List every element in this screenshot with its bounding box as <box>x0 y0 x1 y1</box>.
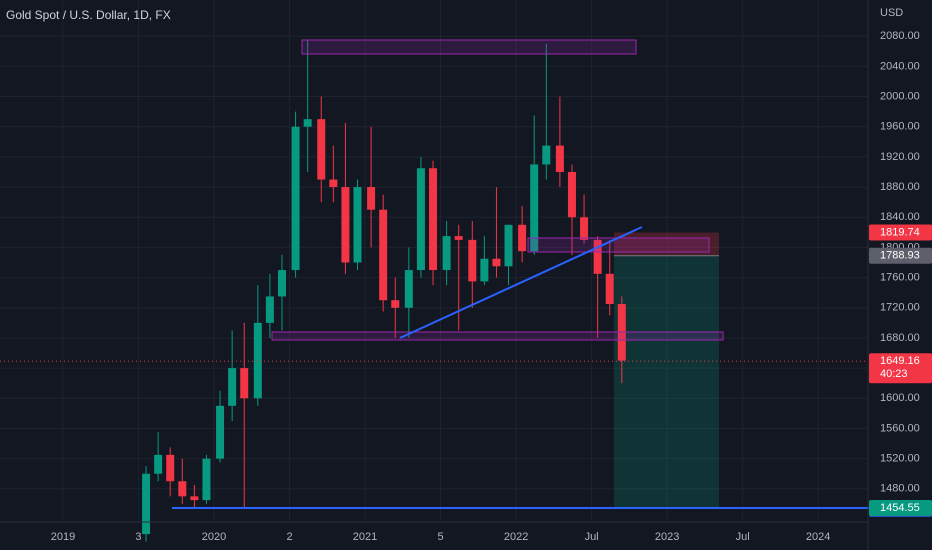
x-tick-label: 3 <box>135 531 141 543</box>
x-tick-label: 2023 <box>655 531 679 543</box>
price-tag-label: 1788.93 <box>880 250 920 262</box>
candle-body <box>277 270 286 297</box>
y-tick-label: 1480.00 <box>880 483 920 495</box>
candle-body <box>142 473 151 535</box>
axes: 1480.001520.001560.001600.001640.001680.… <box>51 30 932 543</box>
trend-line <box>399 226 643 339</box>
y-tick-label: 1680.00 <box>880 332 920 344</box>
y-tick-label: 1760.00 <box>880 272 920 284</box>
candles <box>142 39 626 542</box>
x-tick-label: 5 <box>438 531 444 543</box>
candle-body <box>518 224 527 252</box>
candle-body <box>580 217 589 240</box>
grid <box>0 0 868 522</box>
y-tick-label: 2000.00 <box>880 90 920 102</box>
candle-body <box>265 296 274 323</box>
price-tag <box>869 224 932 241</box>
y-tick-label: 1720.00 <box>880 302 920 314</box>
y-tick-label: 1960.00 <box>880 121 920 133</box>
countdown: 40:23 <box>880 368 908 380</box>
candle-body <box>391 300 400 308</box>
candle-body <box>367 187 376 210</box>
x-tick-label: 2021 <box>353 531 377 543</box>
candle-body <box>429 168 438 271</box>
candle-body <box>567 171 576 218</box>
candle-body <box>154 454 163 474</box>
y-tick-label: 1840.00 <box>880 211 920 223</box>
target-zone <box>614 255 719 509</box>
candle-body <box>468 239 477 282</box>
candle-body <box>253 322 262 399</box>
price-tag-label: 1649.16 <box>880 355 920 367</box>
candle-body <box>190 496 199 501</box>
candle-body <box>530 164 539 252</box>
x-tick-label: 2019 <box>51 531 75 543</box>
candle-body <box>240 368 249 399</box>
support-box <box>271 331 724 341</box>
price-tag <box>869 500 932 517</box>
x-tick-label: 2024 <box>806 531 830 543</box>
candle-body <box>416 168 425 271</box>
candle-body <box>202 458 211 501</box>
price-tag-label: 1454.55 <box>880 502 920 514</box>
y-tick-label: 2040.00 <box>880 60 920 72</box>
y-tick-label: 1600.00 <box>880 392 920 404</box>
candle-body <box>504 224 513 267</box>
candle-body <box>353 187 362 263</box>
candle-body <box>442 236 451 271</box>
zones <box>614 232 719 509</box>
chart-title: Gold Spot / U.S. Dollar, 1D, FX <box>6 8 171 22</box>
x-tick-label: 2022 <box>504 531 528 543</box>
x-tick-label: 2020 <box>202 531 226 543</box>
candle-body <box>178 481 187 497</box>
candle-body <box>480 258 489 282</box>
resistance-box <box>301 39 637 55</box>
price-tag-label: 1819.74 <box>880 226 920 238</box>
price-tag <box>869 247 932 264</box>
y-tick-label: 1520.00 <box>880 453 920 465</box>
axis-label: USD <box>880 7 903 19</box>
y-tick-label: 1920.00 <box>880 151 920 163</box>
x-tick-label: Jul <box>736 531 750 543</box>
y-tick-label: 1880.00 <box>880 181 920 193</box>
price-tag <box>869 353 932 384</box>
y-tick-label: 2080.00 <box>880 30 920 42</box>
candle-body <box>291 126 300 271</box>
candle-body <box>454 236 463 240</box>
candle-body <box>303 119 312 127</box>
candle-body <box>329 179 338 188</box>
candle-body <box>542 145 551 165</box>
candle-body <box>379 209 388 301</box>
y-tick-label: 1560.00 <box>880 422 920 434</box>
x-tick-label: Jul <box>585 531 599 543</box>
candle-body <box>605 273 614 304</box>
overlay <box>0 360 932 510</box>
drawings <box>271 39 724 341</box>
candle-body <box>404 270 413 308</box>
candle-body <box>166 454 175 482</box>
candle-body <box>555 145 564 172</box>
candle-body <box>593 239 602 274</box>
x-tick-label: 2 <box>286 531 292 543</box>
candle-body <box>341 187 350 263</box>
candle-body <box>317 119 326 180</box>
zone-box <box>527 237 710 253</box>
candle-body <box>228 368 237 406</box>
candle-body <box>492 258 501 267</box>
candle-body <box>216 405 225 459</box>
